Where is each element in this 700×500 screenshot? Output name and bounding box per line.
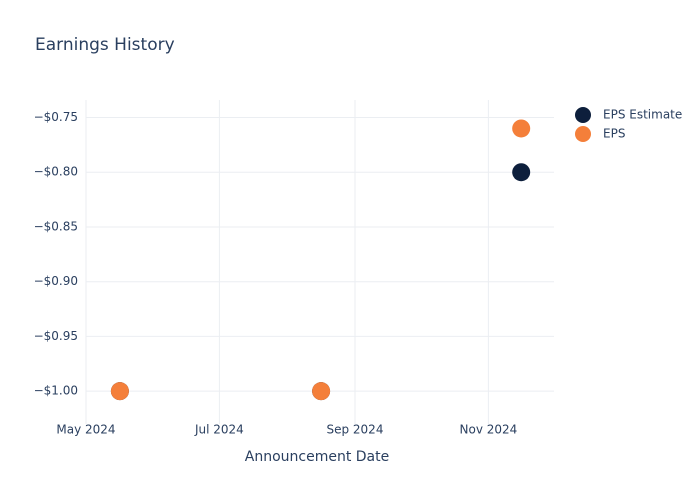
y-tick-label: −$0.95 bbox=[34, 329, 78, 343]
x-axis-label: Announcement Date bbox=[245, 449, 389, 465]
y-tick-label: −$0.80 bbox=[34, 165, 78, 179]
y-tick-label: −$0.90 bbox=[34, 274, 78, 288]
x-tick-label: Sep 2024 bbox=[326, 423, 383, 437]
data-point bbox=[110, 382, 129, 401]
y-tick-label: −$1.00 bbox=[34, 384, 78, 398]
legend-label: EPS Estimate bbox=[603, 108, 682, 122]
legend-marker bbox=[575, 107, 591, 123]
y-tick-label: −$0.75 bbox=[34, 110, 78, 124]
x-tick-label: Nov 2024 bbox=[460, 423, 518, 437]
data-point bbox=[512, 119, 531, 138]
legend-label: EPS bbox=[603, 127, 625, 141]
legend-marker bbox=[575, 126, 591, 142]
chart-title: Earnings History bbox=[35, 35, 175, 55]
y-tick-label: −$0.85 bbox=[34, 219, 78, 233]
data-point bbox=[512, 163, 531, 182]
x-tick-label: Jul 2024 bbox=[194, 423, 244, 437]
x-tick-label: May 2024 bbox=[56, 423, 115, 437]
data-point bbox=[312, 382, 331, 401]
